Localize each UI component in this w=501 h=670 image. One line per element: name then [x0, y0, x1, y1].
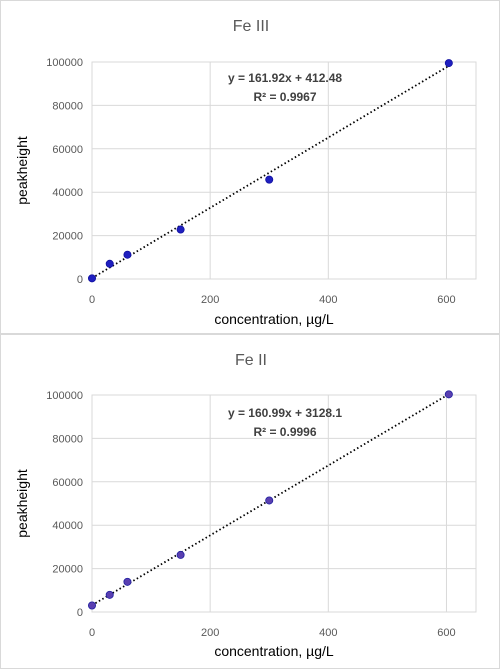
- chart-fe-ii-svg: 0 20000 40000 60000 80000 100000 0 200 400 600 Fe …: [14, 352, 477, 659]
- chart0-data-point: [105, 259, 114, 268]
- chart0-x-axis-label: concentration, µg/L: [214, 311, 334, 327]
- chart0-x-tick-label: 200: [201, 294, 219, 306]
- chart0-x-tick-label: 600: [437, 294, 455, 306]
- chart0-r-squared: R² = 0.9967: [253, 90, 316, 104]
- chart0-data-point: [88, 274, 97, 283]
- chart0-y-tick-label: 80000: [52, 100, 83, 112]
- chart0-y-tick-label: 20000: [52, 231, 83, 243]
- chart1-y-tick-label: 80000: [52, 433, 83, 445]
- chart0-data-point: [176, 225, 185, 234]
- chart1-trendline-equation: y = 160.99x + 3128.1: [228, 406, 342, 420]
- chart-fe-ii: 0 20000 40000 60000 80000 100000 0 200 400 600 Fe …: [0, 334, 500, 669]
- chart1-y-tick-label: 0: [77, 607, 83, 619]
- chart1-data-point: [176, 550, 185, 559]
- chart0-title: Fe III: [233, 18, 269, 35]
- chart0-y-tick-label: 100000: [46, 57, 83, 69]
- chart0-x-tick-label: 0: [89, 294, 95, 306]
- chart1-data-point: [88, 601, 97, 610]
- chart1-data-point: [123, 577, 132, 586]
- chart1-data-point: [105, 590, 114, 599]
- chart1-r-squared: R² = 0.9996: [253, 425, 316, 439]
- chart0-data-point: [265, 175, 274, 184]
- chart1-y-tick-label: 20000: [52, 564, 83, 576]
- chart1-y-tick-label: 60000: [52, 477, 83, 489]
- chart0-y-tick-label: 40000: [52, 187, 83, 199]
- chart1-x-axis-label: concentration, µg/L: [214, 643, 334, 659]
- chart1-y-axis-label: peakheight: [14, 469, 30, 538]
- chart1-x-tick-label: 600: [437, 627, 455, 639]
- chart0-trendline: [91, 65, 450, 279]
- chart0-data-point: [123, 250, 132, 259]
- chart0-y-tick-label: 0: [77, 274, 83, 286]
- chart1-trendline: [91, 393, 450, 606]
- chart0-x-tick-label: 400: [319, 294, 337, 306]
- chart0-trendline-equation: y = 161.92x + 412.48: [228, 71, 342, 85]
- chart1-x-tick-label: 400: [319, 627, 337, 639]
- chart-fe-iii-svg: 0 20000 40000 60000 80000 100000 0 200 400 600 Fe …: [14, 18, 477, 327]
- chart1-title: Fe II: [235, 352, 267, 369]
- chart1-x-tick-label: 200: [201, 627, 219, 639]
- chart1-y-tick-label: 100000: [46, 390, 83, 402]
- chart1-y-tick-label: 40000: [52, 520, 83, 532]
- chart1-data-point: [444, 390, 453, 399]
- chart-fe-iii: 0 20000 40000 60000 80000 100000 0 200 400 600 Fe …: [0, 0, 500, 334]
- chart1-x-tick-label: 0: [89, 627, 95, 639]
- chart0-y-axis-label: peakheight: [14, 136, 30, 205]
- chart0-data-point: [444, 59, 453, 68]
- chart1-data-point: [265, 496, 274, 505]
- chart0-y-tick-label: 60000: [52, 144, 83, 156]
